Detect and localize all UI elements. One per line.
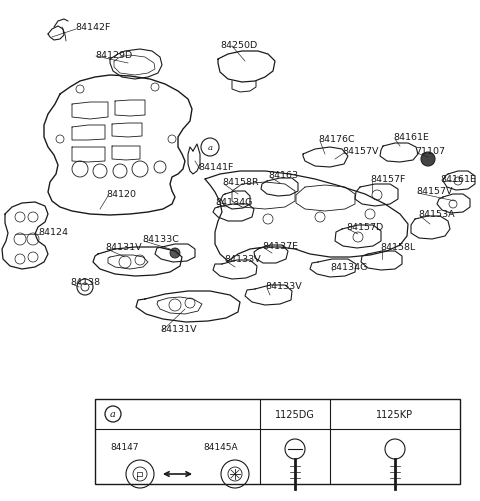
Text: 84161E: 84161E bbox=[440, 175, 476, 184]
Text: 84176C: 84176C bbox=[318, 135, 355, 144]
Text: 84131V: 84131V bbox=[105, 243, 142, 252]
Text: 84137E: 84137E bbox=[262, 242, 298, 251]
Text: 84134G: 84134G bbox=[330, 263, 367, 272]
Text: 84142F: 84142F bbox=[75, 24, 110, 33]
Text: a: a bbox=[207, 144, 213, 152]
Bar bbox=[95, 399, 460, 484]
Text: 71107: 71107 bbox=[415, 147, 445, 156]
Text: a: a bbox=[110, 410, 116, 419]
Text: 84131V: 84131V bbox=[160, 325, 197, 334]
Text: 84134G: 84134G bbox=[215, 198, 252, 207]
Circle shape bbox=[421, 153, 435, 167]
Text: 84158R: 84158R bbox=[222, 178, 259, 187]
Text: 84129D: 84129D bbox=[95, 51, 132, 60]
Text: 84157F: 84157F bbox=[370, 175, 406, 184]
Text: 84157D: 84157D bbox=[346, 223, 383, 232]
Text: 84161E: 84161E bbox=[393, 133, 429, 142]
Text: 84138: 84138 bbox=[70, 278, 100, 287]
Text: 84133C: 84133C bbox=[142, 235, 179, 244]
Text: 84120: 84120 bbox=[106, 190, 136, 199]
Text: 84158L: 84158L bbox=[380, 243, 415, 252]
Text: 84157V: 84157V bbox=[342, 147, 379, 156]
Text: 84141F: 84141F bbox=[198, 163, 233, 172]
Text: 84133V: 84133V bbox=[265, 282, 302, 291]
Text: 84163: 84163 bbox=[268, 171, 298, 180]
Circle shape bbox=[170, 248, 180, 259]
Text: 84145A: 84145A bbox=[203, 442, 238, 451]
Text: 1125KP: 1125KP bbox=[376, 409, 414, 419]
Text: 84157V: 84157V bbox=[416, 187, 453, 196]
Text: 84147: 84147 bbox=[110, 442, 139, 451]
Text: 1125DG: 1125DG bbox=[275, 409, 315, 419]
Text: 84250D: 84250D bbox=[220, 41, 257, 50]
Text: 84124: 84124 bbox=[38, 228, 68, 237]
Text: 84133V: 84133V bbox=[224, 255, 261, 264]
Text: 84153A: 84153A bbox=[418, 210, 455, 219]
